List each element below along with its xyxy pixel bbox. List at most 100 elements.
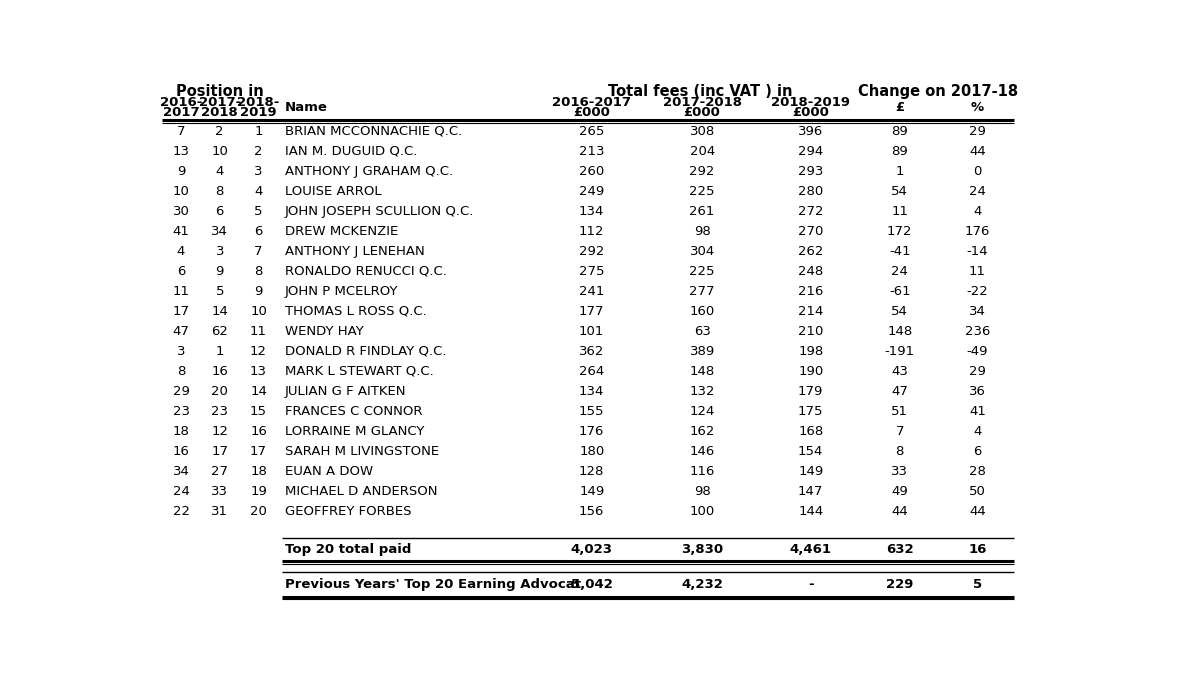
Text: -41: -41 [889, 244, 911, 258]
Text: 5,042: 5,042 [571, 578, 613, 591]
Text: JOHN P MCELROY: JOHN P MCELROY [284, 285, 398, 298]
Text: 22: 22 [173, 505, 190, 518]
Text: 13: 13 [250, 364, 266, 378]
Text: 155: 155 [580, 405, 605, 418]
Text: 33: 33 [211, 485, 228, 498]
Text: 190: 190 [798, 364, 823, 378]
Text: 62: 62 [211, 325, 228, 338]
Text: 41: 41 [968, 405, 985, 418]
Text: 2016-2017: 2016-2017 [552, 96, 631, 109]
Text: 27: 27 [211, 465, 228, 478]
Text: 2019: 2019 [240, 106, 277, 119]
Text: 396: 396 [798, 125, 823, 138]
Text: 29: 29 [968, 125, 985, 138]
Text: 17: 17 [211, 445, 228, 458]
Text: 5: 5 [254, 205, 263, 217]
Text: 34: 34 [173, 465, 190, 478]
Text: 2018: 2018 [202, 106, 238, 119]
Text: 177: 177 [580, 304, 605, 318]
Text: 2017-2018: 2017-2018 [662, 96, 742, 109]
Text: 36: 36 [968, 385, 985, 398]
Text: 41: 41 [173, 225, 190, 238]
Text: Total fees (inc VAT ) in: Total fees (inc VAT ) in [608, 84, 792, 99]
Text: 4,461: 4,461 [790, 543, 832, 556]
Text: 308: 308 [690, 125, 715, 138]
Text: 168: 168 [798, 425, 823, 438]
Text: 5: 5 [216, 285, 224, 298]
Text: 16: 16 [173, 445, 190, 458]
Text: 8: 8 [254, 265, 263, 277]
Text: 10: 10 [173, 184, 190, 198]
Text: 277: 277 [690, 285, 715, 298]
Text: 16: 16 [211, 364, 228, 378]
Text: -191: -191 [884, 345, 914, 358]
Text: £000: £000 [792, 106, 829, 119]
Text: 16: 16 [968, 543, 986, 556]
Text: 210: 210 [798, 325, 823, 338]
Text: 225: 225 [690, 184, 715, 198]
Text: 294: 294 [798, 144, 823, 157]
Text: 24: 24 [968, 184, 985, 198]
Text: 248: 248 [798, 265, 823, 277]
Text: 11: 11 [173, 285, 190, 298]
Text: 100: 100 [690, 505, 715, 518]
Text: 6: 6 [176, 265, 185, 277]
Text: 146: 146 [690, 445, 715, 458]
Text: SARAH M LIVINGSTONE: SARAH M LIVINGSTONE [284, 445, 439, 458]
Text: BRIAN MCCONNACHIE Q.C.: BRIAN MCCONNACHIE Q.C. [284, 125, 462, 138]
Text: 54: 54 [892, 304, 908, 318]
Text: Change on 2017-18: Change on 2017-18 [858, 84, 1019, 99]
Text: 29: 29 [173, 385, 190, 398]
Text: JULIAN G F AITKEN: JULIAN G F AITKEN [284, 385, 407, 398]
Text: 47: 47 [173, 325, 190, 338]
Text: 34: 34 [211, 225, 228, 238]
Text: 236: 236 [965, 325, 990, 338]
Text: 54: 54 [892, 184, 908, 198]
Text: 11: 11 [250, 325, 266, 338]
Text: 3: 3 [254, 165, 263, 178]
Text: 24: 24 [173, 485, 190, 498]
Text: 4,232: 4,232 [682, 578, 724, 591]
Text: 1: 1 [895, 165, 904, 178]
Text: 3: 3 [216, 244, 224, 258]
Text: 63: 63 [694, 325, 710, 338]
Text: £: £ [895, 101, 905, 114]
Text: 265: 265 [580, 125, 605, 138]
Text: MICHAEL D ANDERSON: MICHAEL D ANDERSON [284, 485, 437, 498]
Text: 44: 44 [892, 505, 908, 518]
Text: MARK L STEWART Q.C.: MARK L STEWART Q.C. [284, 364, 433, 378]
Text: 172: 172 [887, 225, 912, 238]
Text: %: % [971, 101, 984, 114]
Text: 3,830: 3,830 [682, 543, 724, 556]
Text: 132: 132 [690, 385, 715, 398]
Text: 19: 19 [250, 485, 266, 498]
Text: 112: 112 [580, 225, 605, 238]
Text: -61: -61 [889, 285, 911, 298]
Text: 3: 3 [176, 345, 185, 358]
Text: £000: £000 [574, 106, 610, 119]
Text: ANTHONY J GRAHAM Q.C.: ANTHONY J GRAHAM Q.C. [284, 165, 452, 178]
Text: EUAN A DOW: EUAN A DOW [284, 465, 373, 478]
Text: 2018-: 2018- [238, 96, 280, 109]
Text: 632: 632 [886, 543, 913, 556]
Text: 12: 12 [211, 425, 228, 438]
Text: 18: 18 [173, 425, 190, 438]
Text: 2: 2 [254, 144, 263, 157]
Text: LOUISE ARROL: LOUISE ARROL [284, 184, 382, 198]
Text: 176: 176 [580, 425, 605, 438]
Text: 14: 14 [211, 304, 228, 318]
Text: LORRAINE M GLANCY: LORRAINE M GLANCY [284, 425, 425, 438]
Text: 6: 6 [973, 445, 982, 458]
Text: 33: 33 [892, 465, 908, 478]
Text: 2017-: 2017- [199, 96, 241, 109]
Text: 31: 31 [211, 505, 228, 518]
Text: 20: 20 [250, 505, 266, 518]
Text: -: - [808, 578, 814, 591]
Text: -49: -49 [966, 345, 988, 358]
Text: 98: 98 [694, 485, 710, 498]
Text: 216: 216 [798, 285, 823, 298]
Text: 101: 101 [580, 325, 605, 338]
Text: 7: 7 [254, 244, 263, 258]
Text: 6: 6 [254, 225, 263, 238]
Text: 6: 6 [216, 205, 224, 217]
